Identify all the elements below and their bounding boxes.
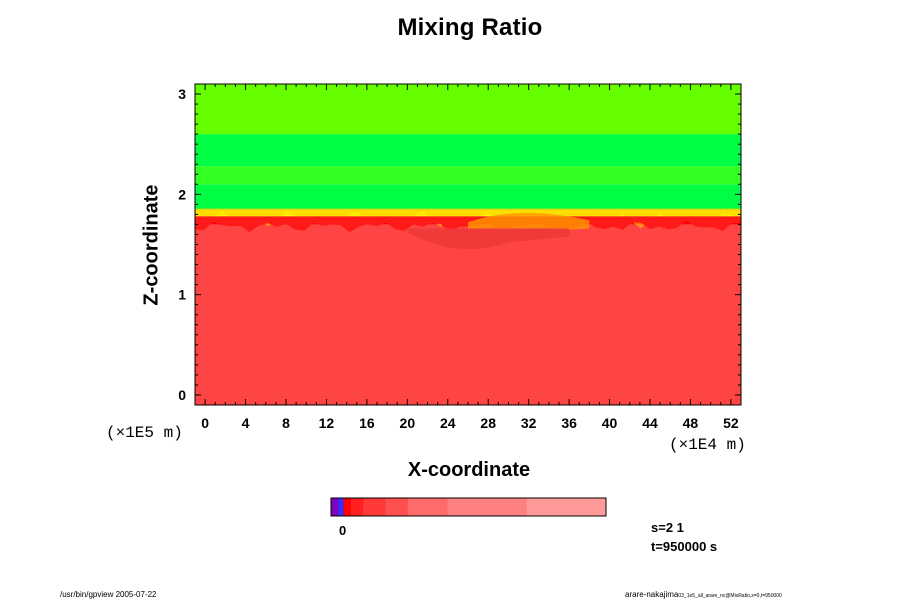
- colorbar-swatch-2: [343, 498, 352, 516]
- x-tick-label-8: 32: [521, 415, 537, 431]
- field-layer-4: [195, 166, 741, 185]
- colorbar-swatch-3: [350, 498, 364, 516]
- x-tick-label-1: 4: [242, 415, 250, 431]
- x-tick-label-7: 28: [480, 415, 496, 431]
- colorbar-swatch-4: [363, 498, 387, 516]
- footer-source-sub: 03_1e5_all_arare_nc@MixRatio,x=0,t=95000…: [678, 593, 782, 599]
- y-axis-unit: (×1E5 m): [106, 424, 183, 442]
- x-tick-label-0: 0: [201, 415, 209, 431]
- field-layer-5: [195, 134, 741, 167]
- colorbar-swatch-0: [331, 498, 339, 516]
- x-tick-label-10: 40: [602, 415, 618, 431]
- x-tick-label-3: 12: [319, 415, 335, 431]
- colorbar-frame: [330, 497, 607, 517]
- time-annotation: t=950000 s: [651, 539, 718, 554]
- colorbar-swatch-5: [385, 498, 409, 516]
- interface-plume: [468, 212, 590, 231]
- field-layer-3: [195, 184, 741, 210]
- x-tick-label-4: 16: [359, 415, 375, 431]
- footer-source: arare-nakajima03_1e5_all_arare_nc@MixRat…: [625, 590, 782, 599]
- x-tick-label-12: 48: [683, 415, 699, 431]
- chart-title: Mixing Ratio: [397, 14, 543, 41]
- colorbar-swatch-7: [447, 498, 528, 516]
- x-tick-label-2: 8: [282, 415, 290, 431]
- footer-command: /usr/bin/gpview 2005-07-22: [60, 590, 157, 599]
- y-tick-label-2: 2: [178, 186, 186, 202]
- x-tick-label-13: 52: [723, 415, 739, 431]
- footer-source-main: arare-nakajima: [625, 590, 679, 599]
- x-tick-label-9: 36: [561, 415, 577, 431]
- colorbar-swatch-1: [338, 498, 344, 516]
- y-tick-label-0: 0: [178, 387, 186, 403]
- x-tick-label-6: 24: [440, 415, 456, 431]
- field-layer-6: [195, 84, 741, 135]
- colorbar-first-label: 0: [339, 523, 347, 538]
- colorbar-swatch-8: [526, 498, 607, 516]
- y-tick-label-3: 3: [178, 86, 186, 102]
- x-axis-unit: (×1E4 m): [669, 436, 746, 454]
- y-tick-label-1: 1: [178, 287, 186, 303]
- step-annotation: s=2 1: [651, 520, 684, 535]
- x-tick-label-11: 44: [642, 415, 658, 431]
- y-axis-label: Z-coordinate: [140, 184, 163, 306]
- colorbar-swatch-6: [407, 498, 448, 516]
- interface-intrusion: [407, 228, 570, 250]
- field-layer-0: [195, 224, 741, 405]
- x-tick-label-5: 20: [400, 415, 416, 431]
- x-axis-label: X-coordinate: [407, 459, 531, 481]
